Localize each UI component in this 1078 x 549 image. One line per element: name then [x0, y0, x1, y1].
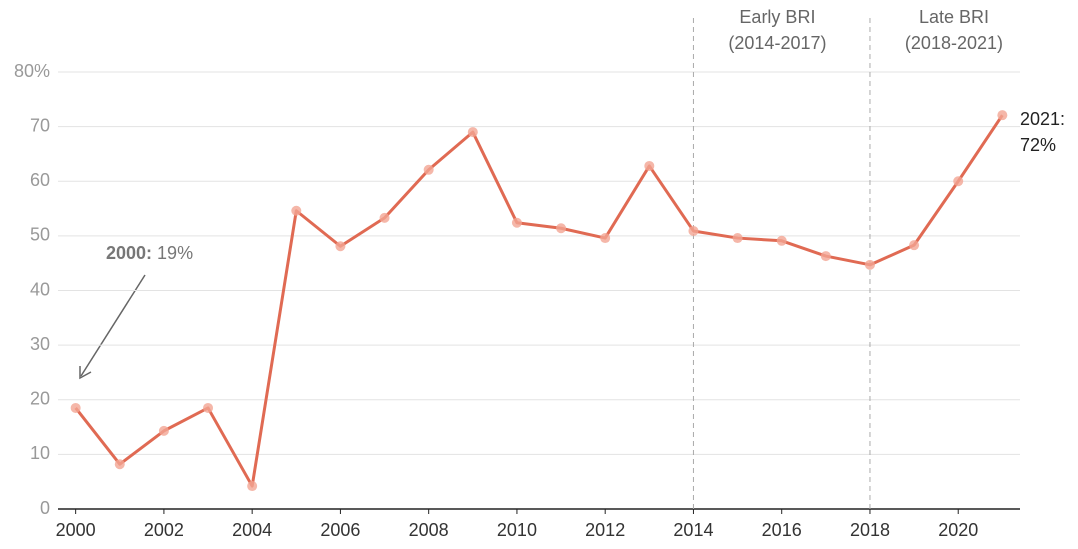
x-tick-label: 2014: [673, 520, 713, 540]
point: [467, 127, 478, 138]
point: [158, 425, 169, 436]
x-tick-label: 2002: [144, 520, 184, 540]
point: [776, 235, 787, 246]
x-tick-label: 2016: [762, 520, 802, 540]
x-tick-label: 2006: [320, 520, 360, 540]
point: [732, 233, 743, 244]
line: [74, 114, 1004, 488]
period-label: (2018-2021): [905, 33, 1003, 53]
x-tick-label: 2010: [497, 520, 537, 540]
plot: 0 10 20 30 40 50 60 70 80% 2000 2002 2004 2006 2008 20…: [14, 7, 1020, 540]
y-tick-label: 80%: [14, 61, 50, 81]
annotation-arrow: [80, 274, 146, 377]
point: [379, 212, 390, 223]
arrow-head: [79, 366, 92, 380]
annotation-text: 72%: [1020, 135, 1056, 155]
point: [864, 259, 875, 270]
point: [291, 205, 302, 216]
y-tick-label: 10: [30, 443, 50, 463]
annotation-label: 2000:: [106, 243, 152, 263]
period-label: Late BRI: [919, 7, 989, 27]
x-tick-label: 2004: [232, 520, 272, 540]
point: [600, 233, 611, 244]
x-tick-label: 2020: [938, 520, 978, 540]
point: [688, 225, 699, 236]
x-tick-label: 2000: [56, 520, 96, 540]
y-tick-label: 20: [30, 389, 50, 409]
y-tick-label: 60: [30, 170, 50, 190]
point: [997, 110, 1008, 121]
x-tick-label: 2018: [850, 520, 890, 540]
point: [909, 240, 920, 251]
period-label: (2014-2017): [728, 33, 826, 53]
x-tick-label: 2012: [585, 520, 625, 540]
period-label: Early BRI: [739, 7, 815, 27]
point: [203, 402, 214, 413]
y-tick-label: 40: [30, 279, 50, 299]
x-tick-label: 2008: [409, 520, 449, 540]
y-tick-label: 70: [30, 115, 50, 135]
y-tick-label: 0: [40, 498, 50, 518]
annotation-text: 19%: [157, 243, 193, 263]
annotation-label: 2021:: [1020, 109, 1065, 129]
point: [335, 241, 346, 252]
point: [114, 459, 125, 470]
point: [644, 160, 655, 171]
point: [556, 223, 567, 234]
annotation-2000: 2000: 19%: [106, 243, 193, 263]
point: [70, 402, 81, 413]
y-tick-label: 50: [30, 225, 50, 245]
point: [247, 481, 258, 492]
y-tick-label: 30: [30, 334, 50, 354]
point: [511, 217, 522, 228]
point: [423, 164, 434, 175]
point: [953, 176, 964, 187]
point: [820, 251, 831, 262]
